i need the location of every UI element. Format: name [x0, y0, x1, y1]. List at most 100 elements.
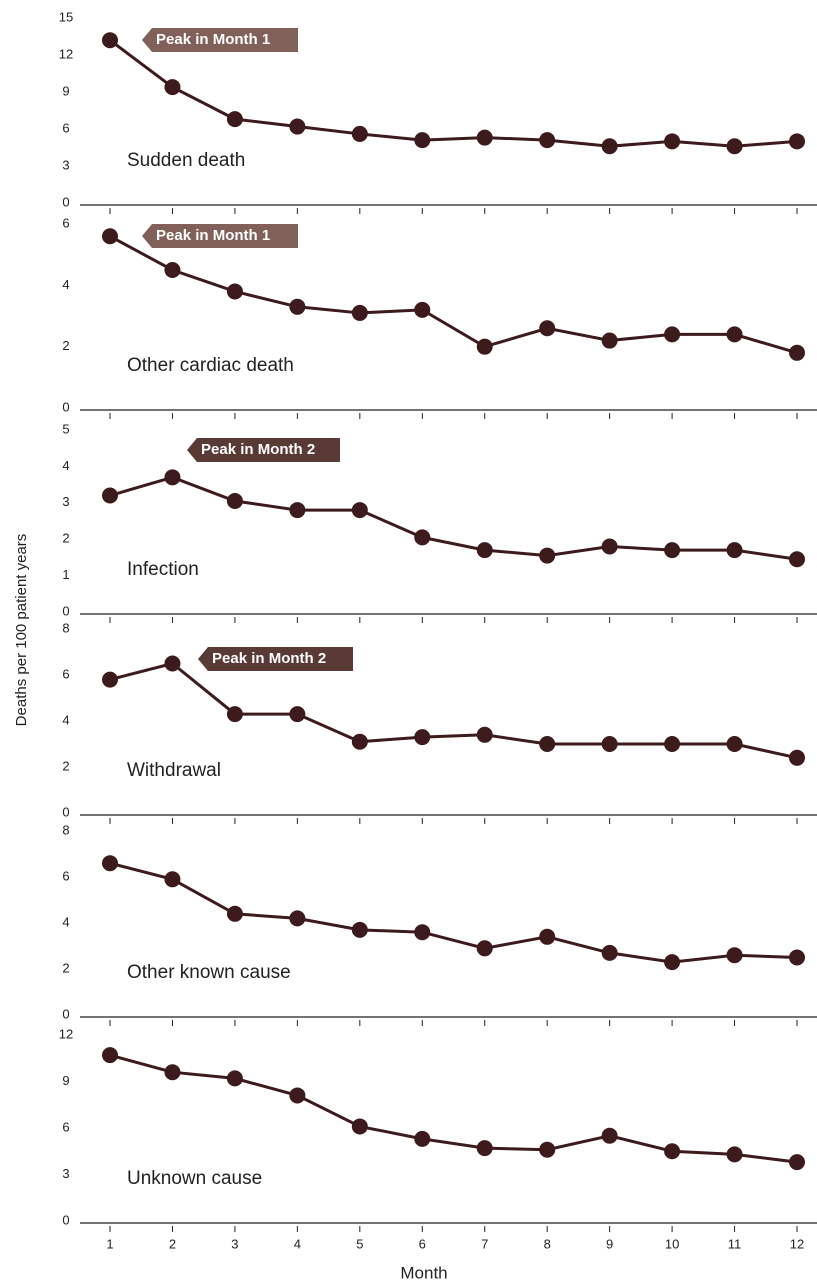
data-point: [601, 736, 618, 752]
data-point: [102, 32, 118, 49]
data-point: [664, 542, 681, 559]
data-point: [414, 529, 431, 546]
y-tick-label: 9: [62, 83, 69, 98]
y-tick-label: 6: [62, 120, 69, 135]
y-tick-label: 0: [62, 1006, 69, 1021]
data-point: [476, 129, 493, 146]
annotation: Peak in Month 1: [156, 31, 270, 48]
data-point: [539, 1141, 556, 1158]
x-tick-label: 6: [419, 1236, 426, 1251]
data-point: [726, 736, 743, 752]
data-point: [102, 671, 118, 688]
data-point: [726, 542, 743, 559]
data-point: [351, 921, 368, 938]
data-point: [414, 729, 431, 746]
data-point: [539, 320, 556, 337]
annotation-flag: [187, 438, 340, 462]
data-point: [351, 1118, 368, 1135]
x-tick-label: 2: [169, 1236, 176, 1251]
data-point: [289, 298, 306, 315]
data-point: [414, 1130, 431, 1147]
data-point: [289, 706, 306, 723]
y-tick-label: 0: [62, 194, 69, 209]
data-point: [414, 301, 431, 318]
data-point: [726, 326, 743, 343]
data-point: [476, 1140, 493, 1157]
data-point: [789, 133, 805, 150]
y-tick-label: 3: [62, 157, 69, 172]
annotation: Peak in Month 2: [201, 441, 315, 458]
x-tick-label: 3: [231, 1236, 238, 1251]
data-point: [726, 1146, 743, 1163]
x-tick-label: 8: [544, 1236, 551, 1251]
data-point: [476, 542, 493, 559]
annotation-flag: [142, 224, 298, 248]
data-point: [664, 326, 681, 343]
series-line: [109, 234, 798, 355]
y-tick-label: 15: [59, 9, 73, 24]
data-point: [601, 1127, 618, 1144]
panel-label: Withdrawal: [127, 760, 221, 781]
data-point: [476, 726, 493, 743]
data-point: [601, 332, 618, 349]
series-line: [109, 1053, 798, 1164]
panel-label: Other cardiac death: [127, 355, 294, 376]
data-point: [789, 749, 805, 766]
y-tick-label: 4: [62, 914, 69, 929]
data-point: [789, 344, 805, 361]
panel-label: Infection: [127, 559, 199, 580]
data-point: [102, 855, 118, 872]
data-point: [726, 947, 743, 964]
x-axis-label: Month: [400, 1263, 447, 1282]
data-point: [601, 944, 618, 961]
data-point: [664, 736, 681, 752]
data-point: [476, 940, 493, 957]
y-tick-label: 6: [62, 215, 69, 230]
y-tick-label: 0: [62, 804, 69, 819]
series-line: [109, 861, 798, 964]
data-point: [102, 1047, 118, 1064]
data-point: [789, 949, 805, 966]
y-tick-label: 8: [62, 822, 69, 837]
data-point: [664, 954, 681, 971]
y-tick-label: 2: [62, 758, 69, 773]
data-point: [102, 487, 118, 504]
y-tick-label: 2: [62, 338, 69, 353]
data-point: [539, 132, 556, 149]
data-point: [226, 492, 243, 509]
annotation: Peak in Month 1: [156, 227, 270, 244]
data-point: [226, 706, 243, 723]
y-tick-label: 4: [62, 277, 69, 292]
data-point: [414, 132, 431, 149]
y-tick-label: 2: [62, 531, 69, 546]
series-line: [109, 661, 798, 760]
y-tick-label: 9: [62, 1073, 69, 1088]
data-point: [726, 138, 743, 155]
panel-label: Unknown cause: [127, 1168, 262, 1189]
data-point: [351, 502, 368, 519]
y-tick-label: 0: [62, 603, 69, 618]
panel-label: Sudden death: [127, 150, 245, 171]
y-axis-label: Deaths per 100 patient years: [13, 534, 30, 727]
y-tick-label: 6: [62, 1119, 69, 1134]
x-tick-label: 9: [606, 1236, 613, 1251]
panel-label: Other known cause: [127, 962, 291, 983]
data-point: [601, 538, 618, 555]
y-tick-label: 0: [62, 1212, 69, 1227]
y-tick-label: 4: [62, 712, 69, 727]
data-point: [226, 283, 243, 300]
x-tick-label: 4: [294, 1236, 301, 1251]
annotation-flag: [198, 647, 353, 671]
data-point: [414, 924, 431, 941]
y-tick-label: 6: [62, 868, 69, 883]
data-point: [789, 551, 805, 568]
data-point: [164, 1064, 181, 1081]
annotation: Peak in Month 2: [212, 650, 326, 667]
data-point: [289, 502, 306, 519]
data-point: [664, 1143, 681, 1160]
data-point: [164, 871, 181, 888]
y-tick-label: 1: [62, 567, 69, 582]
y-tick-label: 5: [62, 421, 69, 436]
x-tick-label: 11: [728, 1236, 742, 1251]
